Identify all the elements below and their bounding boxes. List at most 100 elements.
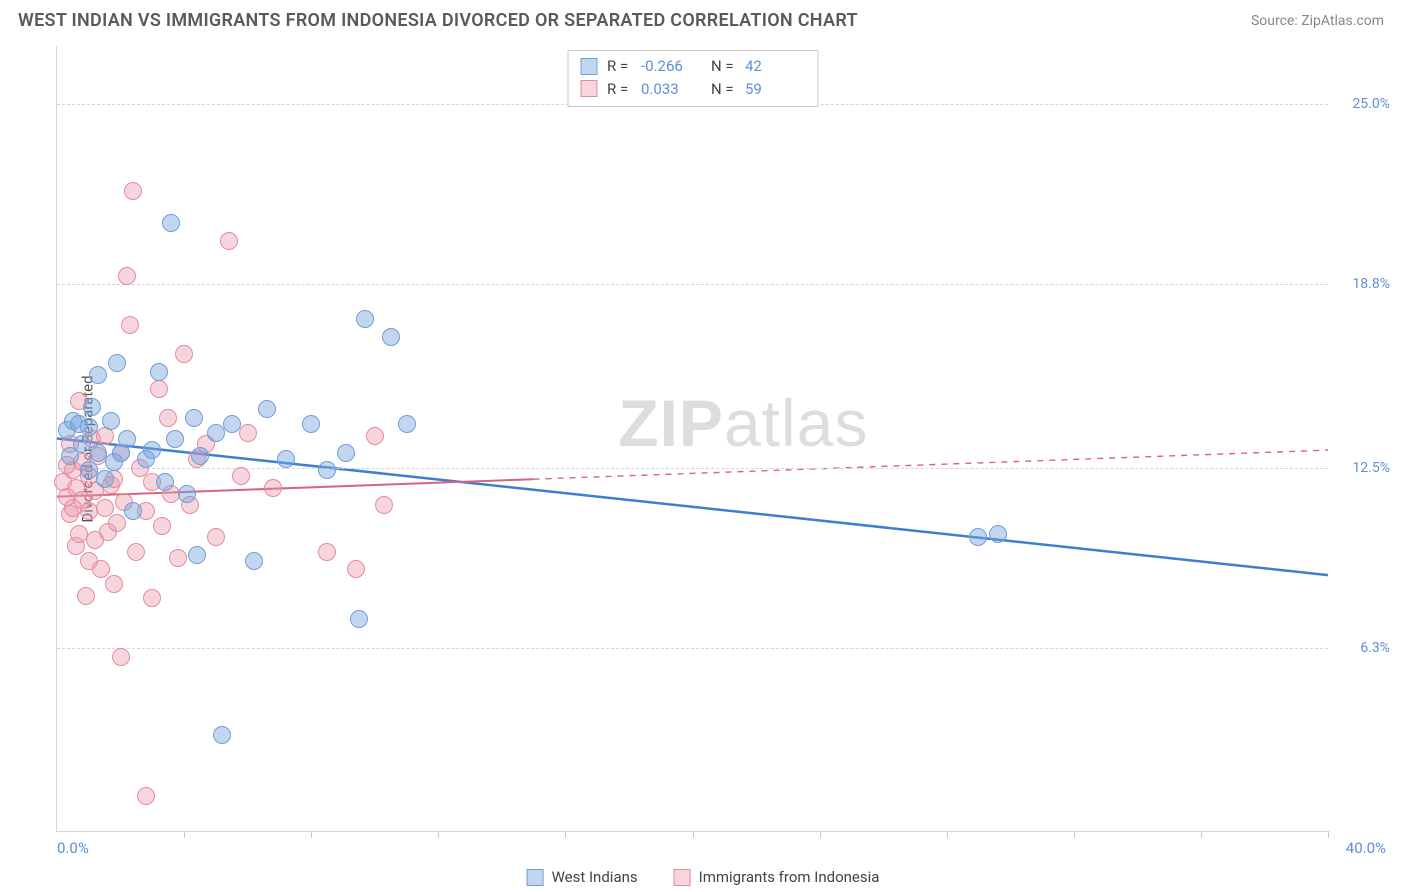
source-attribution: Source: ZipAtlas.com [1251,13,1384,29]
chart-title: WEST INDIAN VS IMMIGRANTS FROM INDONESIA… [18,10,858,31]
swatch-series-0 [580,58,597,75]
scatter-point [108,354,126,372]
scatter-point [207,528,225,546]
scatter-point [169,549,187,567]
x-tick [1201,831,1202,838]
legend-item: Immigrants from Indonesia [674,868,880,886]
scatter-point [159,409,177,427]
scatter-point [382,328,400,346]
scatter-point [96,470,114,488]
scatter-point [264,479,282,497]
scatter-point [112,648,130,666]
scatter-point [213,726,231,744]
scatter-point [350,610,368,628]
r-value-0: -0.266 [641,55,701,78]
scatter-point [77,587,95,605]
scatter-point [118,430,136,448]
x-tick [565,831,566,838]
scatter-point [127,543,145,561]
scatter-point [245,552,263,570]
scatter-point [105,575,123,593]
x-tick-label: 40.0% [1346,839,1386,857]
scatter-point [124,182,142,200]
watermark: ZIPatlas [618,385,868,461]
scatter-point [337,444,355,462]
scatter-point [92,560,110,578]
scatter-point [83,398,101,416]
scatter-point [207,424,225,442]
scatter-point [318,461,336,479]
y-tick-label: 12.5% [1352,460,1390,476]
correlation-legend: R = -0.266 N = 42 R = 0.033 N = 59 [567,50,818,107]
scatter-point [121,316,139,334]
swatch-icon [674,869,691,886]
n-label: N = [711,78,735,101]
x-tick-label: 0.0% [57,839,89,857]
legend-row: R = -0.266 N = 42 [580,55,805,78]
scatter-point [178,485,196,503]
legend-item: West Indians [527,868,638,886]
legend-row: R = 0.033 N = 59 [580,78,805,101]
n-value-1: 59 [745,78,805,101]
scatter-point [188,546,206,564]
scatter-point [143,589,161,607]
scatter-point [969,528,987,546]
watermark-rest: atlas [724,386,868,460]
scatter-point [220,232,238,250]
legend-label: Immigrants from Indonesia [699,868,880,886]
x-tick [693,831,694,838]
swatch-icon [527,869,544,886]
r-value-1: 0.033 [641,78,701,101]
x-tick [1328,831,1329,838]
scatter-point [150,380,168,398]
scatter-point [143,441,161,459]
gridline [57,648,1328,649]
scatter-point [166,430,184,448]
x-tick [1074,831,1075,838]
scatter-point [118,267,136,285]
header: WEST INDIAN VS IMMIGRANTS FROM INDONESIA… [0,0,1406,37]
gridline [57,468,1328,469]
scatter-point [989,525,1007,543]
scatter-point [191,447,209,465]
watermark-bold: ZIP [618,386,724,460]
scatter-point [102,412,120,430]
scatter-point [137,787,155,805]
scatter-point [398,415,416,433]
y-tick-label: 6.3% [1360,640,1390,656]
scatter-point [366,427,384,445]
scatter-point [239,424,257,442]
scatter-point [108,514,126,532]
scatter-point [375,496,393,514]
r-label: R = [607,78,631,101]
x-tick [820,831,821,838]
plot-area: R = -0.266 N = 42 R = 0.033 N = 59 ZIPat… [56,46,1328,832]
x-tick [311,831,312,838]
scatter-point [302,415,320,433]
scatter-point [318,543,336,561]
n-label: N = [711,55,735,78]
scatter-point [175,345,193,363]
gridline [57,284,1328,285]
scatter-point [153,517,171,535]
scatter-point [347,560,365,578]
n-value-0: 42 [745,55,805,78]
chart-container: Divorced or Separated R = -0.266 N = 42 … [18,46,1398,852]
legend-label: West Indians [552,868,638,886]
swatch-series-1 [580,80,597,97]
scatter-point [232,467,250,485]
x-tick [184,831,185,838]
scatter-point [80,418,98,436]
scatter-point [356,310,374,328]
x-tick [947,831,948,838]
scatter-point [223,415,241,433]
scatter-point [185,409,203,427]
scatter-point [150,363,168,381]
bottom-legend: West Indians Immigrants from Indonesia [527,868,880,886]
scatter-point [162,214,180,232]
x-tick [438,831,439,838]
scatter-point [258,400,276,418]
scatter-point [89,366,107,384]
scatter-point [80,502,98,520]
r-label: R = [607,55,631,78]
